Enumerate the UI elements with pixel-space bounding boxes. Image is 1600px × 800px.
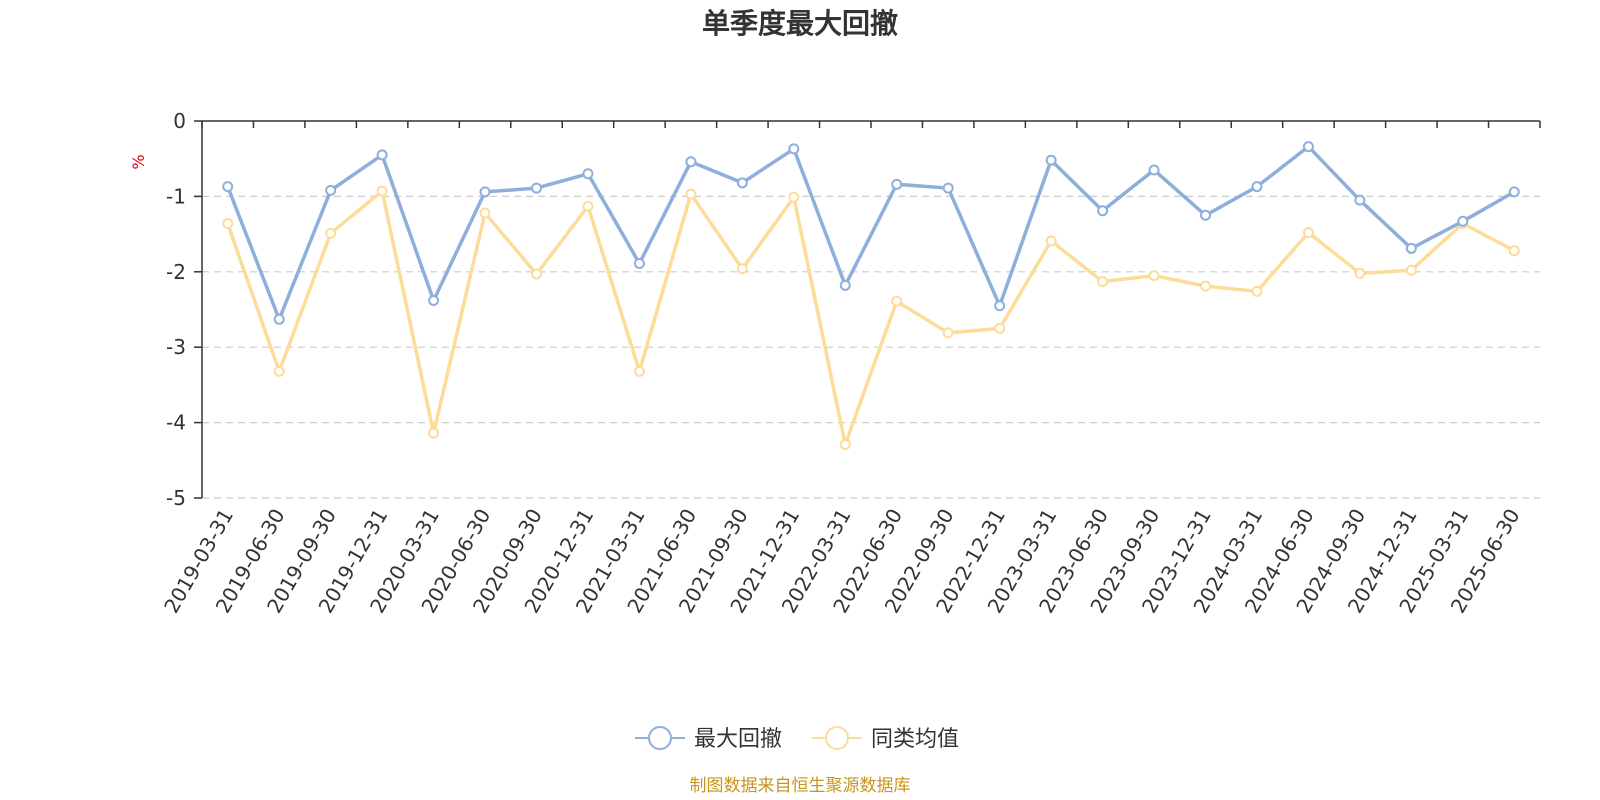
series-1-point-3 xyxy=(376,185,388,197)
y-tick-label-2: -2 xyxy=(166,260,186,284)
series-1-point-11 xyxy=(788,191,800,203)
series-0-point-6 xyxy=(531,182,542,194)
series-1-point-23 xyxy=(1405,264,1417,276)
series-1-point-5 xyxy=(479,207,491,219)
series-1-point-12 xyxy=(839,438,851,450)
legend-item-1[interactable]: 同类均值 xyxy=(812,726,959,752)
series-1 xyxy=(222,185,1520,450)
y-tick-label-1: -1 xyxy=(166,184,186,208)
y-tick-label-3: -3 xyxy=(166,335,186,359)
series-1-point-1 xyxy=(273,365,285,377)
series-0-point-16 xyxy=(1045,154,1057,166)
series-1-point-2 xyxy=(325,227,337,239)
series-1-point-18 xyxy=(1148,270,1160,282)
y-axis-unit-label: % xyxy=(129,154,148,169)
y-tick-label-0: 0 xyxy=(173,109,186,133)
series-0 xyxy=(222,141,1520,325)
legend-item-0[interactable]: 最大回撤 xyxy=(635,726,782,752)
series-0-point-17 xyxy=(1097,205,1109,217)
legend-label-1: 同类均值 xyxy=(871,727,959,752)
series-1-point-8 xyxy=(633,365,645,377)
series-line-0 xyxy=(226,144,1516,322)
series-0-point-4 xyxy=(428,294,440,306)
series-0-point-13 xyxy=(891,178,903,190)
y-tick-label-4: -4 xyxy=(166,411,186,435)
series-0-point-15 xyxy=(994,300,1006,312)
series-1-point-20 xyxy=(1251,285,1263,297)
series-1-point-22 xyxy=(1354,267,1366,279)
series-1-point-0 xyxy=(222,218,234,230)
series-0-point-1 xyxy=(273,313,285,325)
series-0-point-2 xyxy=(325,184,337,196)
series-0-point-19 xyxy=(1200,209,1211,221)
series-1-point-7 xyxy=(582,200,594,212)
series-1-point-6 xyxy=(531,268,542,280)
series-1-point-19 xyxy=(1200,280,1211,292)
series-1-point-16 xyxy=(1045,235,1057,247)
series-1-point-15 xyxy=(994,322,1006,334)
series-0-point-0 xyxy=(222,181,234,193)
legend-label-0: 最大回撤 xyxy=(694,727,782,752)
legend-marker-1 xyxy=(825,726,849,750)
series-1-point-25 xyxy=(1508,245,1520,257)
series-0-point-22 xyxy=(1354,194,1366,206)
series-0-point-5 xyxy=(479,186,491,198)
axes xyxy=(194,120,1541,499)
series-line-1 xyxy=(226,189,1516,447)
series-0-point-25 xyxy=(1508,186,1520,198)
series-0-point-21 xyxy=(1302,141,1314,153)
source-note: 制图数据来自恒生聚源数据库 xyxy=(690,776,911,796)
y-tick-label-5: -5 xyxy=(166,486,186,510)
series-0-point-23 xyxy=(1405,242,1417,254)
series-0-point-3 xyxy=(376,149,388,161)
series-1-point-13 xyxy=(891,295,903,307)
series-1-point-14 xyxy=(942,327,954,339)
x-tick-labels: 2019-03-312019-06-302019-09-302019-12-31… xyxy=(159,505,1524,618)
series-1-point-4 xyxy=(428,427,440,439)
legend[interactable]: 最大回撤 同类均值 xyxy=(635,726,959,752)
series-0-point-11 xyxy=(788,143,800,155)
series-0-point-9 xyxy=(685,156,697,168)
y-tick-labels: 0 -1 -2 -3 -4 -5 xyxy=(166,109,186,510)
chart-title: 单季度最大回撤 xyxy=(702,7,898,40)
series-0-point-24 xyxy=(1457,215,1469,227)
series-1-point-21 xyxy=(1302,227,1314,239)
series-0-point-18 xyxy=(1148,164,1160,176)
series-0-point-14 xyxy=(942,182,954,194)
series-0-point-20 xyxy=(1251,181,1263,193)
series-1-point-10 xyxy=(736,263,748,275)
series-1-point-9 xyxy=(685,188,697,200)
gridlines xyxy=(202,195,1540,499)
series-0-point-7 xyxy=(582,168,594,180)
series-1-point-17 xyxy=(1097,276,1109,288)
series-layer xyxy=(222,141,1520,450)
series-0-point-12 xyxy=(839,279,851,291)
legend-marker-0 xyxy=(648,726,672,750)
series-0-point-10 xyxy=(736,177,748,189)
series-0-point-8 xyxy=(633,258,645,270)
